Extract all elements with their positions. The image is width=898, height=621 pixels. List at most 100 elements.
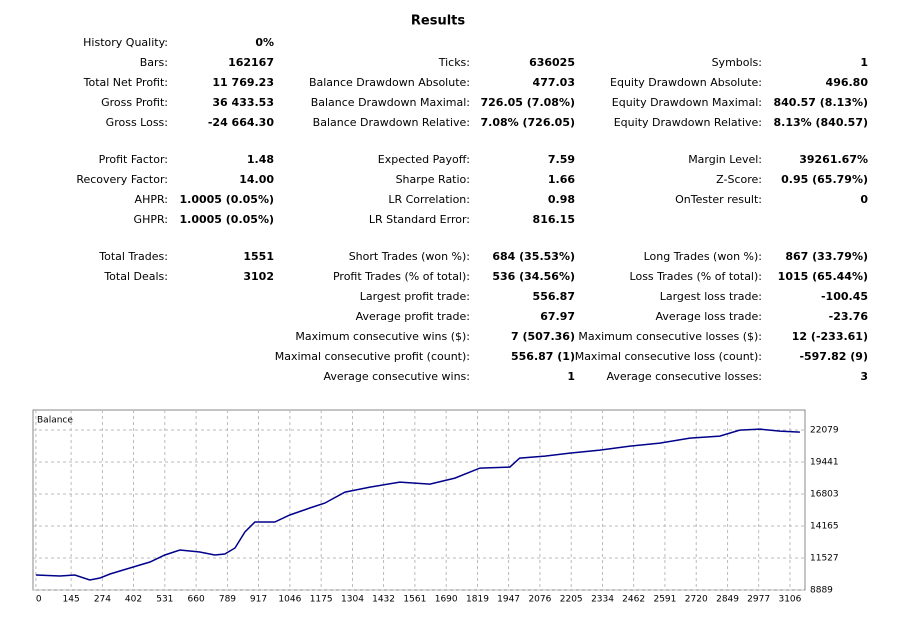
stat-value: 0.98 xyxy=(548,193,575,206)
y-tick-label: 19441 xyxy=(810,458,839,468)
stat-label: Margin Level: xyxy=(688,153,762,166)
stat-value: 3 xyxy=(860,370,868,383)
stat-label: Average loss trade: xyxy=(656,310,762,323)
stat-label: Maximal consecutive profit (count): xyxy=(275,350,470,363)
stat-value: 636025 xyxy=(529,56,575,69)
x-tick-label: 2849 xyxy=(716,595,739,605)
stat-label: History Quality: xyxy=(83,36,168,49)
stat-label: Expected Payoff: xyxy=(378,153,470,166)
stat-label: Equity Drawdown Maximal: xyxy=(612,96,762,109)
stat-label: Ticks: xyxy=(438,56,470,69)
stat-value: 3102 xyxy=(243,270,274,283)
stat-value: 840.57 (8.13%) xyxy=(774,96,869,109)
stat-value: 7.08% (726.05) xyxy=(481,116,576,129)
stat-value: 39261.67% xyxy=(799,153,868,166)
x-tick-label: 2334 xyxy=(591,595,614,605)
stat-value: 867 (33.79%) xyxy=(785,250,868,263)
stat-value: 496.80 xyxy=(826,76,869,89)
stat-value: 0.95 (65.79%) xyxy=(781,173,868,186)
x-tick-label: 531 xyxy=(156,595,173,605)
stat-value: 67.97 xyxy=(540,310,575,323)
stat-value: 726.05 (7.08%) xyxy=(481,96,576,109)
x-tick-label: 789 xyxy=(219,595,236,605)
stat-value: 7 (507.36) xyxy=(511,330,575,343)
stat-value: -597.82 (9) xyxy=(799,350,868,363)
stat-value: -23.76 xyxy=(829,310,869,323)
stat-label: Maximal consecutive loss (count): xyxy=(575,350,762,363)
stat-label: Recovery Factor: xyxy=(76,173,168,186)
y-tick-label: 14165 xyxy=(810,522,839,532)
stat-label: Maximum consecutive wins ($): xyxy=(295,330,470,343)
stat-label: Total Deals: xyxy=(103,270,168,283)
stat-label: GHPR: xyxy=(134,213,168,226)
balance-line xyxy=(35,428,800,581)
stat-label: Gross Loss: xyxy=(106,116,168,129)
stat-label: Average profit trade: xyxy=(356,310,470,323)
stat-label: Largest profit trade: xyxy=(360,290,470,303)
stat-label: Maximum consecutive losses ($): xyxy=(578,330,762,343)
stat-value: 1.48 xyxy=(247,153,274,166)
stat-label: Largest loss trade: xyxy=(660,290,762,303)
stat-value: 556.87 xyxy=(533,290,575,303)
stat-label: Average consecutive wins: xyxy=(323,370,470,383)
stat-value: 36 433.53 xyxy=(212,96,274,109)
stat-label: LR Standard Error: xyxy=(369,213,470,226)
x-tick-label: 1175 xyxy=(310,595,333,605)
x-tick-label: 1561 xyxy=(403,595,426,605)
x-tick-label: 917 xyxy=(250,595,267,605)
x-tick-label: 1046 xyxy=(278,595,301,605)
stat-value: 14.00 xyxy=(239,173,274,186)
stat-value: 0% xyxy=(255,36,274,49)
stat-label: Profit Trades (% of total): xyxy=(333,270,470,283)
stat-label: Sharpe Ratio: xyxy=(396,173,470,186)
x-tick-label: 2076 xyxy=(528,595,551,605)
stat-value: 8.13% (840.57) xyxy=(774,116,869,129)
stat-value: 1551 xyxy=(243,250,274,263)
stat-value: 12 (-233.61) xyxy=(792,330,868,343)
x-tick-label: 274 xyxy=(94,595,111,605)
stat-label: Short Trades (won %): xyxy=(349,250,470,263)
stat-value: 162167 xyxy=(228,56,274,69)
stat-value: 1 xyxy=(860,56,868,69)
y-tick-label: 22079 xyxy=(810,426,839,436)
stat-label: Total Net Profit: xyxy=(83,76,168,89)
stat-value: 1 xyxy=(567,370,575,383)
stat-value: 0 xyxy=(860,193,868,206)
x-tick-label: 145 xyxy=(63,595,80,605)
stat-label: Equity Drawdown Absolute: xyxy=(610,76,762,89)
x-tick-label: 2591 xyxy=(653,595,676,605)
x-tick-label: 660 xyxy=(188,595,205,605)
stat-label: Long Trades (won %): xyxy=(644,250,762,263)
x-tick-label: 3106 xyxy=(778,595,801,605)
series-label: Balance xyxy=(37,416,73,426)
stat-value: 556.87 (1) xyxy=(511,350,575,363)
stat-value: 684 (35.53%) xyxy=(492,250,575,263)
stat-value: 1015 (65.44%) xyxy=(778,270,868,283)
stat-value: 7.59 xyxy=(548,153,575,166)
stat-value: 816.15 xyxy=(533,213,575,226)
stat-label: Gross Profit: xyxy=(101,96,168,109)
stat-label: Average consecutive losses: xyxy=(606,370,762,383)
stat-label: Symbols: xyxy=(712,56,762,69)
stat-label: Total Trades: xyxy=(98,250,168,263)
stat-label: Profit Factor: xyxy=(99,153,168,166)
x-tick-label: 2977 xyxy=(747,595,770,605)
x-tick-label: 2462 xyxy=(622,595,645,605)
stat-label: Balance Drawdown Absolute: xyxy=(309,76,470,89)
x-tick-label: 1819 xyxy=(466,595,489,605)
stat-label: Z-Score: xyxy=(716,173,762,186)
stat-value: 477.03 xyxy=(533,76,575,89)
x-tick-label: 2205 xyxy=(560,595,583,605)
y-tick-label: 8889 xyxy=(810,586,833,596)
report-title: Results xyxy=(411,14,465,29)
stat-label: LR Correlation: xyxy=(388,193,470,206)
stat-label: Loss Trades (% of total): xyxy=(630,270,762,283)
stat-value: 536 (34.56%) xyxy=(492,270,575,283)
x-tick-label: 2720 xyxy=(685,595,708,605)
stat-value: 1.0005 (0.05%) xyxy=(180,193,275,206)
stat-label: AHPR: xyxy=(135,193,168,206)
stat-label: Equity Drawdown Relative: xyxy=(614,116,762,129)
stat-label: Balance Drawdown Relative: xyxy=(313,116,470,129)
